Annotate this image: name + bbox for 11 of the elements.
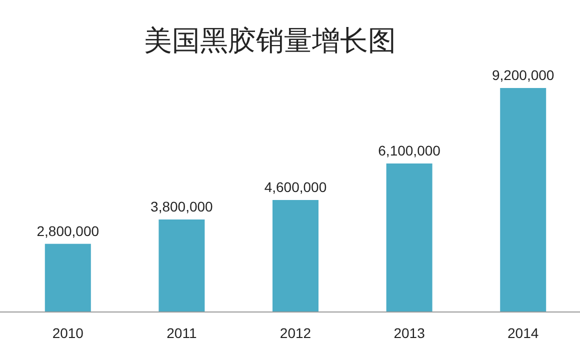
data-label: 9,200,000 [492,67,554,83]
data-label: 6,100,000 [378,142,441,158]
data-label: 2,800,000 [36,222,100,239]
data-label: 4,600,000 [264,179,327,195]
x-tick-label: 2010 [52,325,84,341]
data-label: 3,800,000 [150,198,214,214]
x-tick-label: 2014 [508,325,539,341]
x-tick-label: 2012 [280,325,312,341]
x-tick-label: 2013 [394,325,426,341]
x-tick-label: 2011 [166,325,197,341]
title: 美国黑胶销量增长图 [144,26,396,57]
